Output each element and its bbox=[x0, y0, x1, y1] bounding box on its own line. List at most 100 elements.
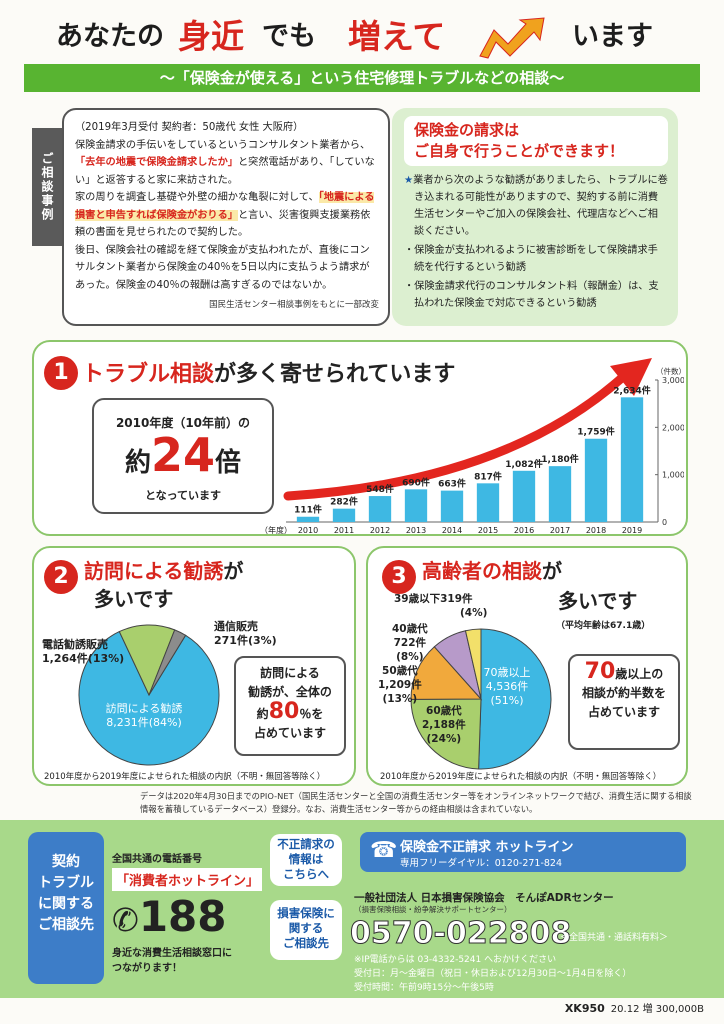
header-text-5: います bbox=[572, 21, 653, 52]
bar bbox=[620, 397, 644, 522]
case-header: （2019年3月受付 契約者：50歳代 女性 大阪府） bbox=[75, 122, 304, 133]
pie3-label-40s: 40歳代 722件 (8%) bbox=[392, 623, 428, 663]
section-2-title-line2: 多いです bbox=[94, 587, 174, 611]
bar bbox=[296, 516, 320, 522]
bar-value-label: 1,759件 bbox=[577, 426, 614, 438]
fraud-hotline-bar[interactable]: ☎ 保険金不正請求 ホットライン 専用フリーダイヤル：0120-271-824 bbox=[360, 832, 686, 872]
y-tick-label: 2,000 bbox=[662, 423, 684, 432]
bar bbox=[512, 470, 536, 522]
pie-slice bbox=[478, 628, 552, 770]
pie3-label-70plus: 70歳以上 4,536件 (51%) bbox=[483, 666, 531, 707]
x-tick-label: 2018 bbox=[586, 526, 606, 535]
header-text-3: でも bbox=[262, 21, 316, 52]
contact-heading: 契約 トラブル に関する ご相談先 bbox=[28, 832, 104, 984]
adr-area-note: ＜全国共通・通話料有料＞ bbox=[560, 933, 669, 943]
case-box: （2019年3月受付 契約者：50歳代 女性 大阪府） 保険金請求の手伝いをして… bbox=[62, 108, 390, 326]
bar-value-label: 2,634件 bbox=[613, 384, 650, 396]
pie2-label-visit: 訪問による勧誘 8,231件(84%) bbox=[105, 702, 183, 729]
section-3-title: 高齢者の相談が bbox=[422, 559, 562, 583]
x-tick-label: 2017 bbox=[550, 526, 570, 535]
bar bbox=[440, 490, 464, 522]
data-note: データは2020年4月30日までのPIO-NET（国民生活センターと全国の消費生… bbox=[140, 791, 692, 814]
callout-80-percent: 訪問による 勧誘が、全体の 約80％を 占めています bbox=[234, 656, 346, 756]
case-source: 国民生活センター相談事例をもとに一部改変 bbox=[209, 300, 379, 310]
phone-icon: ☎ bbox=[370, 838, 398, 863]
pie-slice bbox=[118, 624, 176, 697]
bar-value-label: 1,180件 bbox=[541, 453, 578, 465]
y-tick-label: 0 bbox=[662, 518, 667, 527]
x-tick-label: 2014 bbox=[442, 526, 462, 535]
section-elderly: 3 高齢者の相談が 多いです （平均年齢は67.1歳） 39歳以下319件 (4… bbox=[366, 546, 688, 786]
subtitle-bar: ～「保険金が使える」という住宅修理トラブルなどの相談～ bbox=[24, 64, 700, 92]
section-1-title: トラブル相談が多く寄せられています bbox=[82, 362, 456, 387]
x-tick-label: 2015 bbox=[478, 526, 498, 535]
section-trouble-consultations: 1 トラブル相談が多く寄せられています 2010年度（10年前）の 約24倍 と… bbox=[32, 340, 688, 536]
insurance-consult-button[interactable]: 損害保険に 関する ご相談先 bbox=[270, 900, 342, 960]
hotline-desc-1: 身近な消費生活相談窓口に bbox=[112, 948, 232, 959]
fraud-info-button[interactable]: 不正請求の 情報は こちらへ bbox=[270, 834, 342, 886]
x-tick-label: 2012 bbox=[370, 526, 390, 535]
section-2-title: 訪問による勧誘が bbox=[84, 559, 244, 583]
pie2-label-phone: 電話勧誘販売 1,264件(13%) bbox=[42, 638, 125, 665]
bar bbox=[584, 438, 608, 522]
org-name: 一般社団法人 日本損害保険協会 そんぽADRセンター bbox=[354, 892, 614, 904]
bar-value-label: 111件 bbox=[294, 504, 322, 516]
advice-title: 保険金の請求は ご自身で行うことができます！ bbox=[404, 116, 668, 166]
x-tick-label: 2011 bbox=[334, 526, 354, 535]
pie2-label-mail: 通信販売 271件(3%) bbox=[214, 620, 277, 647]
section-door-to-door: 2 訪問による勧誘が 多いです 電話勧誘販売 1,264件(13%) 通信販売 … bbox=[32, 546, 356, 786]
phone-icon: ✆ bbox=[112, 901, 139, 939]
bar bbox=[404, 489, 428, 522]
adr-phone-number[interactable]: 0570-022808 bbox=[349, 916, 572, 952]
section-3-note: 2010年度から2019年度によせられた相談の内訳（不明・無回答等除く） bbox=[380, 772, 662, 782]
case-paragraph-2: 家の周りを調査し基礎や外壁の細かな亀裂に対して、「地震による損害と申告すれば保険… bbox=[75, 192, 375, 238]
header-text-4: 増えて bbox=[348, 17, 446, 56]
bar-value-label: 663件 bbox=[438, 478, 466, 490]
pie-chart-sales-method bbox=[78, 624, 220, 766]
y-axis-label: （件数） bbox=[656, 366, 684, 376]
pie-chart-age bbox=[410, 628, 552, 770]
header-text-1: あなたの bbox=[56, 21, 164, 52]
star-icon: ★ bbox=[404, 175, 414, 186]
x-tick-label: 2010 bbox=[298, 526, 318, 535]
average-age: （平均年齢は67.1歳） bbox=[556, 621, 651, 631]
rising-arrow-icon bbox=[479, 17, 545, 59]
adr-contact: ☎ 保険金不正請求 ホットライン 専用フリーダイヤル：0120-271-824 … bbox=[349, 832, 694, 993]
bar bbox=[548, 466, 572, 522]
pie-slice bbox=[148, 629, 187, 696]
bar bbox=[332, 508, 356, 522]
pie-slice bbox=[78, 630, 220, 766]
callout-70-plus: 70歳以上の 相談が約半数を 占めています bbox=[568, 654, 680, 750]
bar-value-label: 817件 bbox=[474, 470, 502, 482]
case-paragraph-3: 後日、保険会社の確認を経て保険金が支払われたが、直後にコンサルタント業者から保険… bbox=[75, 244, 370, 291]
pie3-label-under39: 39歳以下319件 (4%) bbox=[394, 593, 488, 619]
hotline-desc-2: つながります！ bbox=[112, 963, 182, 974]
pie-slice bbox=[464, 628, 482, 700]
pie3-label-50s: 50歳代 1,209件 (13%) bbox=[378, 665, 422, 705]
consumer-hotline: 全国共通の電話番号 「消費者ホットライン」 ✆188 身近な消費生活相談窓口に … bbox=[112, 832, 262, 984]
trend-arrow-head bbox=[610, 358, 652, 396]
section-3-title-line2: 多いです bbox=[558, 589, 638, 613]
bar bbox=[476, 483, 500, 522]
bar-value-label: 548件 bbox=[366, 483, 394, 495]
page-header: あなたの 身近 でも 増えて います bbox=[0, 14, 724, 60]
bar-chart: 0 1,000 2,000 3,000（件数） 111件 2010 282件 2011 548件… bbox=[260, 358, 684, 535]
advice-bullet-2: ・保険金請求代行のコンサルタント料（報酬金）は、支払われた保険金で対応できるとい… bbox=[404, 281, 659, 309]
advice-main: ★業者から次のような勧誘がありましたら、トラブルに巻き込まれる可能性がありますの… bbox=[404, 175, 668, 237]
section-2-note: 2010年度から2019年度によせられた相談の内訳（不明・無回答等除く） bbox=[44, 772, 326, 782]
case-tab: ご相談事例 bbox=[32, 128, 62, 246]
bar-value-label: 282件 bbox=[330, 496, 358, 508]
advice-box: 保険金の請求は ご自身で行うことができます！ ★業者から次のような勧誘がありまし… bbox=[392, 108, 678, 326]
common-number-label: 全国共通の電話番号 bbox=[112, 854, 202, 865]
trend-arrow-line bbox=[283, 371, 629, 501]
y-tick-label: 1,000 bbox=[662, 471, 684, 480]
hotline-label: 「消費者ホットライン」 bbox=[112, 868, 262, 891]
bar bbox=[368, 496, 392, 522]
bar-value-label: 1,082件 bbox=[505, 458, 542, 470]
x-axis-label: （年度） bbox=[260, 525, 292, 535]
section-number-2: 2 bbox=[44, 560, 78, 594]
hotline-number[interactable]: ✆188 bbox=[112, 892, 227, 941]
reception-days: 受付日：月～金曜日（祝日・休日および12月30日～1月4日を除く） bbox=[354, 969, 632, 979]
case-paragraph-1: 保険金請求の手伝いをしているというコンサルタント業者から、「去年の地震で保険金請… bbox=[75, 139, 375, 186]
pie-slice bbox=[410, 646, 483, 700]
